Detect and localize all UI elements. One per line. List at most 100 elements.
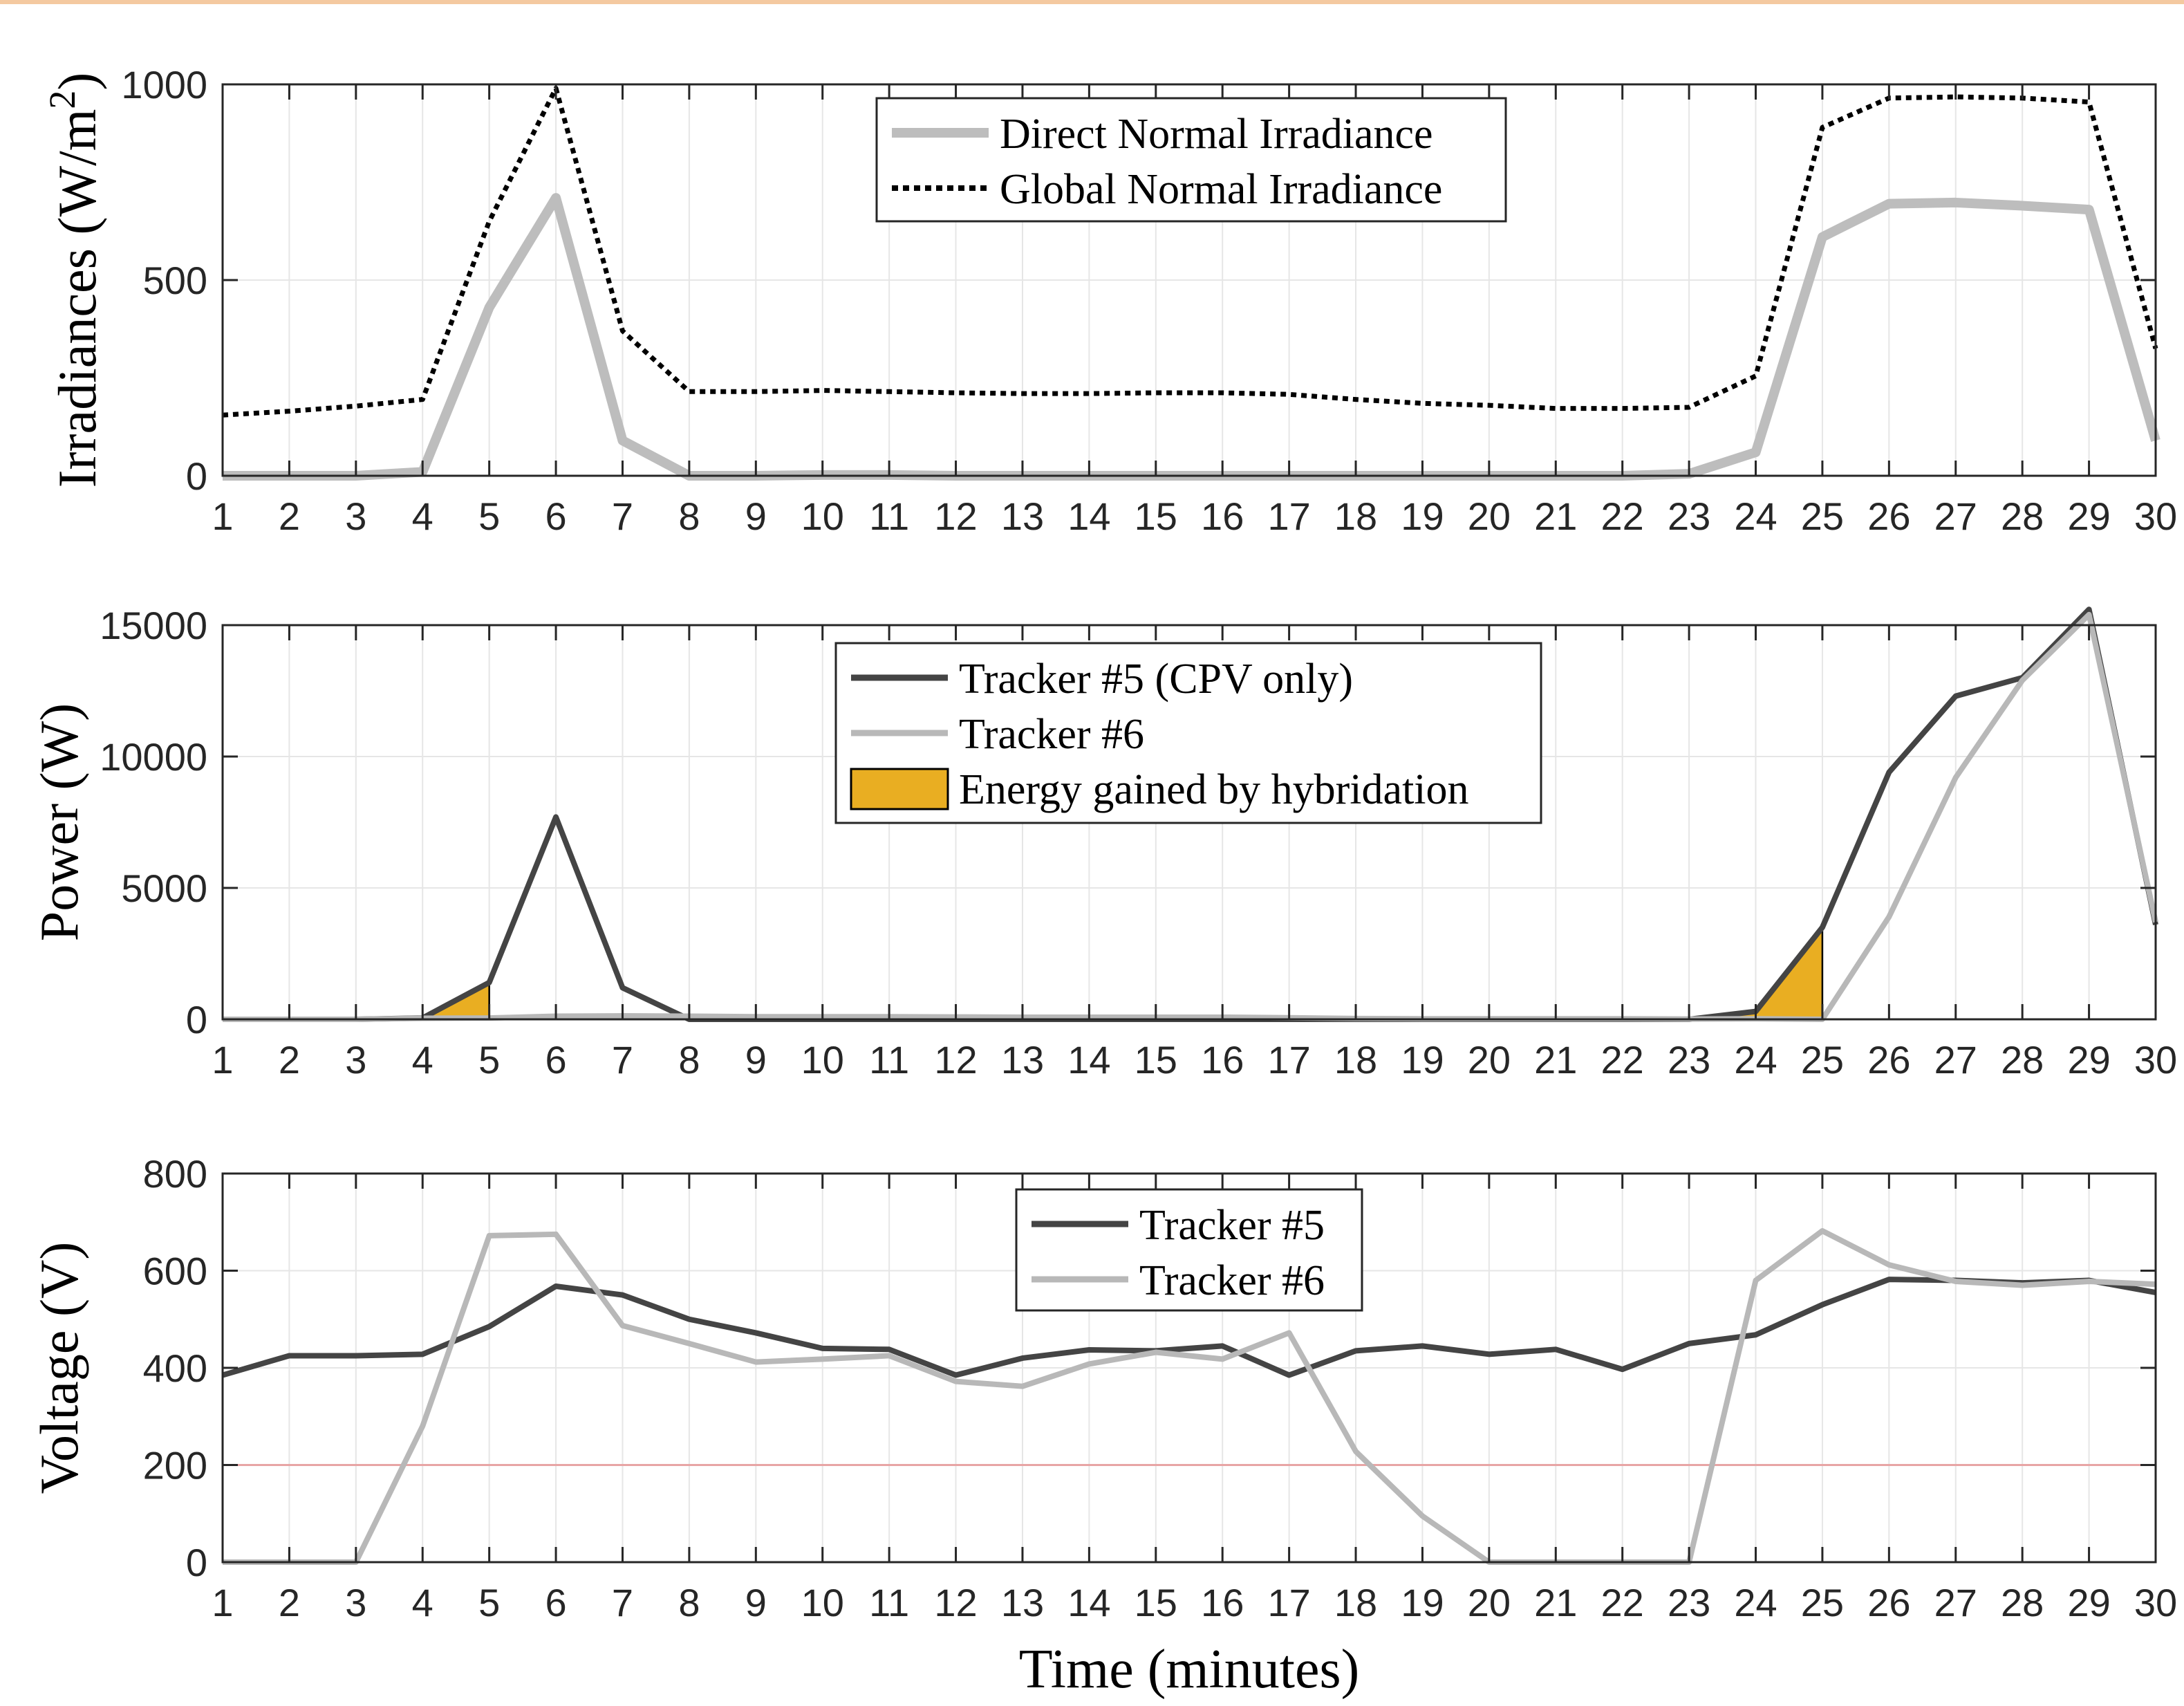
x-tick-label: 28 — [2001, 494, 2044, 538]
chart-panel-3: 1 2 3 4 5 6 7 8 9 10 11 12 13 14 15 16 17 18 19 20 21 22 23 24 2… — [29, 1152, 2177, 1700]
x-tick-label: 6 — [545, 494, 566, 538]
x-tick-label: 5 — [478, 1581, 500, 1624]
x-tick-label: 9 — [745, 1581, 767, 1624]
legend: Tracker #5 (CPV only) Tracker #6 Energy ga… — [834, 642, 1542, 824]
legend-box — [1015, 1188, 1363, 1312]
x-tick-label: 30 — [2134, 494, 2177, 538]
x-tick-label: 4 — [412, 1038, 433, 1082]
chart-panel-1: 1 2 3 4 5 6 7 8 9 10 11 12 13 14 15 16 17 18 19 20 21 22 23 24 2… — [41, 63, 2177, 538]
series-line-1 — [223, 193, 2160, 481]
legend-box — [875, 97, 1507, 223]
x-tick-label: 12 — [934, 1581, 977, 1624]
x-tick-label: 28 — [2001, 1038, 2044, 1082]
legend-label: Global Normal Irradiance — [1000, 166, 1442, 213]
x-tick-label: 20 — [1468, 494, 1511, 538]
legend: Direct Normal Irradiance Global Normal Ir… — [875, 97, 1507, 223]
x-tick-label: 11 — [869, 1581, 909, 1624]
x-tick-label: 21 — [1534, 494, 1577, 538]
x-tick-label: 10 — [801, 494, 844, 538]
x-tick-label: 14 — [1067, 494, 1110, 538]
y-axis-label: Voltage (V) — [29, 1242, 89, 1494]
x-tick-label: 2 — [279, 1581, 300, 1624]
x-tick-label: 25 — [1801, 494, 1844, 538]
x-tick-label: 17 — [1267, 1038, 1310, 1082]
x-tick-label: 22 — [1601, 1581, 1644, 1624]
x-tick-label: 30 — [2134, 1581, 2177, 1624]
x-tick-label: 27 — [1934, 494, 1977, 538]
x-tick-label: 8 — [678, 1038, 700, 1082]
x-tick-label: 8 — [678, 1581, 700, 1624]
x-tick-label: 1 — [212, 1038, 233, 1082]
series-line-1 — [221, 1277, 2156, 1378]
x-tick-label: 24 — [1734, 1038, 1777, 1082]
x-tick-label: 4 — [412, 494, 433, 538]
x-tick-label: 29 — [2067, 1038, 2110, 1082]
y-tick-label: 10000 — [100, 735, 207, 779]
x-tick-label: 10 — [801, 1581, 844, 1624]
legend-box — [834, 642, 1542, 824]
y-tick-label: 0 — [186, 998, 207, 1041]
x-axis-label: Time (minutes) — [1019, 1639, 1360, 1700]
legend-swatch-area — [850, 768, 949, 810]
x-tick-label: 16 — [1201, 1581, 1244, 1624]
x-tick-label: 26 — [1867, 494, 1910, 538]
legend-label: Tracker #5 (CPV only) — [959, 656, 1353, 703]
x-tick-label: 5 — [478, 494, 500, 538]
x-tick-label: 1 — [212, 1581, 233, 1624]
x-tick-label: 27 — [1934, 1038, 1977, 1082]
x-tick-label: 14 — [1067, 1581, 1110, 1624]
x-tick-label: 1 — [212, 494, 233, 538]
x-tick-label: 4 — [412, 1581, 433, 1624]
x-tick-label: 27 — [1934, 1581, 1977, 1624]
x-tick-label: 2 — [279, 1038, 300, 1082]
x-tick-label: 6 — [545, 1038, 566, 1082]
series-line-2 — [222, 86, 2158, 418]
x-tick-label: 3 — [345, 494, 366, 538]
x-tick-label: 12 — [934, 1038, 977, 1082]
x-tick-label: 22 — [1601, 1038, 1644, 1082]
x-tick-label: 14 — [1067, 1038, 1110, 1082]
x-tick-label: 19 — [1401, 1038, 1444, 1082]
x-tick-label: 15 — [1135, 1038, 1177, 1082]
x-tick-label: 16 — [1201, 494, 1244, 538]
x-tick-label: 29 — [2067, 494, 2110, 538]
series-line-2 — [223, 1227, 2156, 1565]
x-tick-label: 18 — [1334, 1038, 1377, 1082]
x-tick-label: 7 — [612, 1038, 633, 1082]
x-tick-label: 11 — [869, 494, 909, 538]
y-tick-label: 1000 — [121, 63, 207, 106]
x-tick-label: 13 — [1001, 1038, 1044, 1082]
x-tick-label: 11 — [869, 1038, 909, 1082]
x-tick-label: 15 — [1135, 494, 1177, 538]
x-tick-label: 10 — [801, 1038, 844, 1082]
y-tick-label: 0 — [186, 454, 207, 498]
x-tick-label: 18 — [1334, 494, 1377, 538]
x-tick-label: 25 — [1801, 1038, 1844, 1082]
x-tick-label: 7 — [612, 494, 633, 538]
series-line-2 — [223, 611, 2158, 1022]
legend: Tracker #5 Tracker #6 — [1015, 1188, 1363, 1312]
x-tick-label: 26 — [1867, 1581, 1910, 1624]
legend-label: Energy gained by hybridation — [959, 766, 1469, 813]
ticks: 1 2 3 4 5 6 7 8 9 10 11 12 13 14 15 16 17 18 19 20 21 22 23 24 2… — [143, 1152, 2178, 1624]
x-tick-label: 17 — [1267, 494, 1310, 538]
x-tick-label: 18 — [1334, 1581, 1377, 1624]
x-tick-label: 9 — [745, 494, 767, 538]
x-tick-label: 23 — [1668, 1581, 1710, 1624]
legend-label: Tracker #6 — [959, 711, 1144, 758]
y-tick-label: 400 — [143, 1346, 207, 1390]
x-tick-label: 19 — [1401, 494, 1444, 538]
y-tick-label: 800 — [143, 1152, 207, 1196]
x-tick-label: 20 — [1468, 1581, 1511, 1624]
y-tick-label: 15000 — [100, 604, 207, 647]
y-axis-label: Power (W) — [29, 703, 89, 941]
chart-panel-2: 1 2 3 4 5 6 7 8 9 10 11 12 13 14 15 16 17 18 19 20 21 22 23 24 2… — [29, 604, 2177, 1082]
y-tick-label: 5000 — [121, 866, 207, 910]
x-tick-label: 21 — [1534, 1038, 1577, 1082]
x-tick-label: 19 — [1401, 1581, 1444, 1624]
x-tick-label: 21 — [1534, 1581, 1577, 1624]
axes-box — [221, 624, 2157, 1021]
x-tick-label: 5 — [478, 1038, 500, 1082]
x-tick-label: 23 — [1668, 1038, 1710, 1082]
x-tick-label: 22 — [1601, 494, 1644, 538]
